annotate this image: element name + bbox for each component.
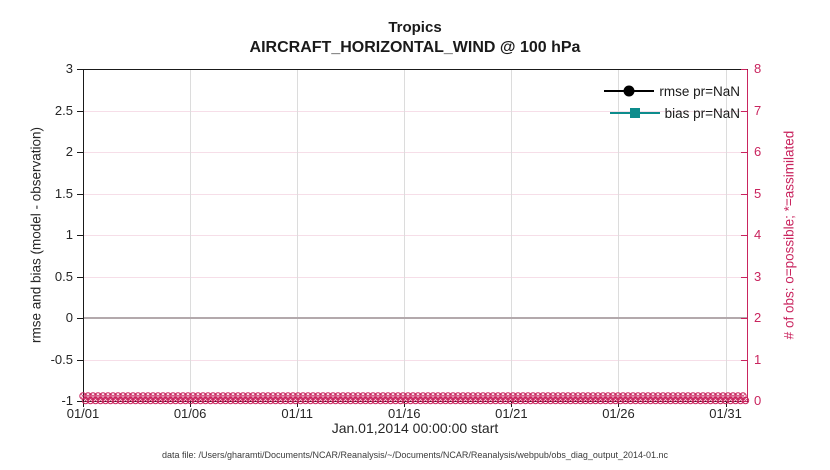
right-axis-tick-mark — [741, 110, 747, 112]
left-axis-tick-mark — [77, 276, 83, 278]
h-gridline — [83, 359, 747, 361]
v-gridline — [404, 69, 406, 401]
x-axis-tick-label: 01/01 — [66, 406, 100, 421]
left-axis-tick-mark — [77, 235, 83, 236]
rmse-circle-icon — [623, 85, 635, 97]
h-gridline — [83, 152, 747, 153]
bias-line-marker — [609, 108, 660, 118]
right-axis-tick-mark — [741, 318, 747, 319]
legend-item-bias: bias pr=NaN — [604, 102, 740, 124]
left-axis-tick-mark — [77, 152, 83, 153]
plot-area — [83, 69, 748, 402]
v-gridline — [511, 69, 513, 401]
left-axis-tick-label: 1.5 — [54, 185, 73, 201]
x-axis-tick-label: 01/31 — [709, 406, 742, 421]
v-gridline — [297, 69, 299, 401]
left-axis-tick-label: 3 — [65, 61, 73, 76]
left-axis-tick-label: -1 — [61, 393, 73, 408]
v-gridline — [618, 69, 620, 401]
right-axis-tick-label: 4 — [754, 227, 762, 242]
right-axis-tick-label: 6 — [754, 144, 762, 159]
left-axis-tick-mark — [77, 359, 83, 361]
x-axis-tick-label: 01/26 — [602, 406, 635, 421]
x-axis-tick-label: 01/06 — [173, 406, 207, 421]
left-axis-tick-label: 1 — [65, 227, 73, 242]
h-gridline — [83, 110, 747, 112]
legend-item-rmse: rmse pr=NaN — [604, 80, 740, 102]
x-axis-tick-mark — [618, 401, 620, 407]
right-axis-tick-mark — [741, 235, 747, 236]
h-gridline — [83, 193, 747, 195]
legend-label-bias: bias pr=NaN — [664, 105, 740, 121]
x-axis-tick-label: 01/16 — [388, 406, 421, 421]
bias-square-icon — [629, 108, 640, 118]
left-axis-tick-mark — [77, 110, 83, 112]
h-gridline — [83, 235, 747, 236]
left-axis-tick-label: 0 — [65, 310, 73, 325]
right-axis-tick-mark — [741, 359, 747, 361]
right-axis-tick-label: 3 — [754, 268, 762, 284]
left-axis-tick-mark — [77, 318, 83, 319]
x-axis-tick-mark — [511, 401, 513, 407]
right-axis-tick-label: 0 — [754, 393, 762, 408]
zero-line — [83, 317, 747, 319]
right-axis-tick-mark — [741, 193, 747, 195]
x-axis-tick-label: 01/11 — [281, 406, 313, 421]
data-file-caption: data file: /Users/gharamti/Documents/NCA… — [161, 450, 668, 460]
x-axis-tick-mark — [297, 401, 299, 407]
right-axis-tick-mark — [741, 69, 747, 70]
right-axis-tick-mark — [741, 152, 747, 153]
left-axis-tick-label: 2 — [65, 144, 73, 159]
v-gridline — [190, 69, 192, 401]
left-axis-tick-mark — [77, 193, 83, 195]
right-axis-tick-mark — [741, 276, 747, 278]
right-axis-tick-label: 7 — [754, 102, 762, 118]
plot-region-title: Tropics — [388, 19, 442, 36]
right-axis-tick-label: 2 — [754, 310, 762, 325]
right-axis-tick-label: 1 — [754, 351, 762, 367]
plot-variable-title: AIRCRAFT_HORIZONTAL_WIND @ 100 hPa — [249, 39, 581, 56]
right-axis-tick-label: 5 — [754, 185, 762, 201]
left-axis-tick-label: 0.5 — [54, 268, 73, 284]
legend-label-rmse: rmse pr=NaN — [659, 83, 740, 99]
x-axis-tick-label: 01/21 — [495, 406, 528, 421]
x-axis-label: Jan.01,2014 00:00:00 start — [331, 420, 499, 436]
v-gridline — [725, 69, 727, 401]
left-axis-tick-label: 2.5 — [54, 102, 73, 118]
x-axis-tick-mark — [83, 401, 84, 407]
left-axis-tick-mark — [77, 69, 83, 70]
left-axis-tick-mark — [77, 401, 83, 402]
legend: rmse pr=NaN bias pr=NaN — [604, 80, 740, 124]
left-axis-tick-label: -0.5 — [50, 351, 73, 367]
right-axis-tick-label: 8 — [754, 61, 762, 76]
rmse-line-marker — [604, 85, 655, 97]
obs-count-marker-band — [79, 392, 750, 405]
h-gridline — [83, 276, 747, 278]
